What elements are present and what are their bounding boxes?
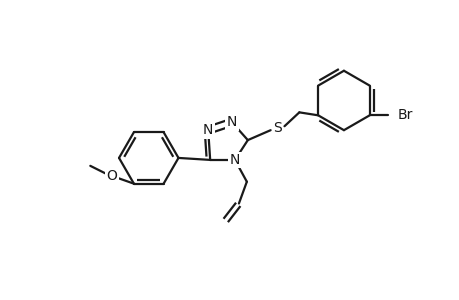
Text: N: N [229, 153, 240, 167]
Text: O: O [106, 169, 118, 183]
Text: N: N [202, 123, 213, 137]
Text: N: N [226, 115, 237, 129]
Text: Br: Br [397, 108, 412, 122]
Text: S: S [273, 121, 281, 135]
